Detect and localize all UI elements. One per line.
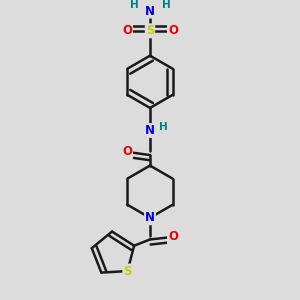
Text: H: H bbox=[130, 0, 138, 11]
Text: S: S bbox=[123, 265, 132, 278]
Text: H: H bbox=[159, 122, 168, 132]
Text: N: N bbox=[145, 124, 155, 137]
Text: S: S bbox=[146, 24, 154, 37]
Text: H: H bbox=[162, 0, 170, 11]
Text: N: N bbox=[145, 4, 155, 18]
Text: O: O bbox=[122, 24, 132, 37]
Text: N: N bbox=[145, 211, 155, 224]
Text: O: O bbox=[168, 230, 178, 243]
Text: O: O bbox=[168, 24, 178, 37]
Text: O: O bbox=[122, 146, 132, 158]
